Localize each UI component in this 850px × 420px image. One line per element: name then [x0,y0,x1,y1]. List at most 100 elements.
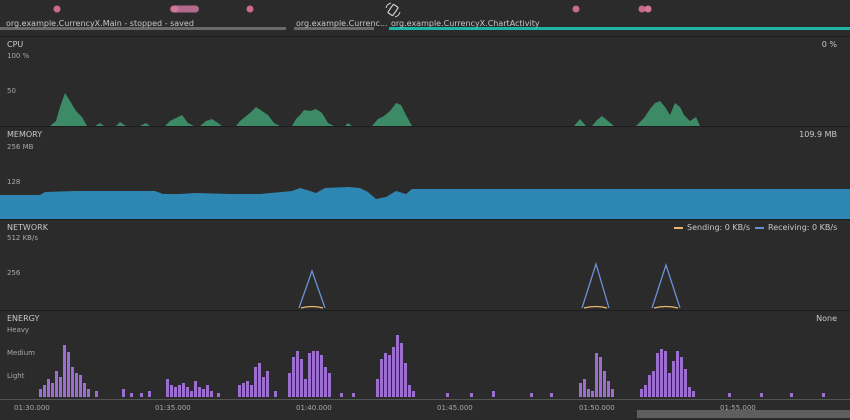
energy-tick-heavy: Heavy [7,326,30,334]
energy-bar [254,367,257,397]
energy-bar [190,391,193,397]
energy-bar [492,391,495,397]
memory-title: MEMORY [7,130,43,139]
cpu-tick-max: 100 % [7,52,30,60]
rotate-screen-icon [385,2,401,18]
energy-bar [392,347,395,397]
energy-bar [122,389,125,397]
energy-bar [206,385,209,397]
energy-bar [95,391,98,397]
activity-label[interactable]: org.example.Currenc... [296,19,388,28]
events-lane: org.example.CurrencyX.Main - stopped - s… [0,0,850,36]
event-marker [572,5,580,13]
cpu-area [0,93,850,126]
energy-bar [676,351,679,397]
event-marker [644,5,652,13]
energy-bar [408,385,411,397]
memory-lane[interactable]: MEMORY 109.9 MB 256 MB 128 [0,127,850,219]
energy-bar [83,383,86,397]
energy-chart [39,335,825,397]
energy-current-value: None [816,314,837,323]
time-label: 01:45.000 [437,404,473,412]
energy-bar [384,353,387,397]
energy-bar [258,363,261,397]
energy-bar [550,393,553,397]
energy-bar [404,363,407,397]
cpu-lane[interactable]: CPU 0 % 100 % 50 [0,37,850,126]
energy-bar [242,383,245,397]
energy-bar [530,393,533,397]
energy-bar [644,385,647,397]
network-tick-max: 512 KB/s [7,234,38,242]
energy-bar [210,391,213,397]
receiving-line [298,269,326,309]
timeline-scrollbar[interactable] [637,410,850,418]
energy-bar [790,393,793,397]
cpu-chart [0,93,850,126]
event-marker [246,5,254,13]
energy-bar [591,391,594,397]
energy-bar [684,369,687,397]
time-label: 01:50.000 [579,404,615,412]
energy-bar [324,367,327,397]
energy-tick-light: Light [7,372,25,380]
activity-bar [294,27,374,30]
energy-title: ENERGY [7,314,40,323]
energy-bar [182,383,185,397]
event-marker [171,5,179,13]
energy-bar [59,377,62,397]
energy-bar [446,393,449,397]
energy-bar [316,351,319,397]
energy-bar [728,393,731,397]
energy-bar [51,383,54,397]
energy-bar [320,355,323,397]
energy-bar [292,357,295,397]
energy-bar [130,393,133,397]
energy-bar [692,391,695,397]
energy-bar [217,393,220,397]
energy-bar [664,351,667,397]
network-lane[interactable]: NETWORK Sending: 0 KB/s Receiving: 0 KB/… [0,220,850,310]
time-label: 01:40.000 [296,404,332,412]
energy-bar [140,393,143,397]
energy-bar [376,379,379,397]
energy-lane[interactable]: ENERGY None Heavy Medium Light [0,311,850,399]
energy-bar [579,383,582,397]
energy-tick-medium: Medium [7,349,35,357]
energy-bar [648,375,651,397]
energy-bar [250,385,253,397]
network-tick-mid: 256 [7,269,21,277]
energy-bar [595,353,598,397]
timeline-axis[interactable]: 01:30.000 01:35.000 01:40.000 01:45.000 … [0,399,850,420]
activity-label[interactable]: org.example.CurrencyX.ChartActivity [391,19,540,28]
energy-bar [660,349,663,397]
energy-bar [148,391,151,397]
energy-bar [396,335,399,397]
energy-bar [688,387,691,397]
sending-line [300,305,324,309]
energy-bar [296,351,299,397]
energy-bar [266,371,269,397]
energy-bar [583,379,586,397]
time-label: 01:30.000 [14,404,50,412]
receiving-line [581,261,610,309]
cpu-tick-mid: 50 [7,87,16,95]
energy-bar [388,355,391,397]
energy-bar [178,385,181,397]
energy-bar [380,359,383,397]
energy-bar [672,361,675,397]
receiving-line [651,262,681,309]
activity-label[interactable]: org.example.CurrencyX.Main - stopped - s… [6,19,194,28]
energy-bar [640,389,643,397]
activity-bar [389,27,850,30]
memory-tick-max: 256 MB [7,143,34,151]
time-label: 01:35.000 [155,404,191,412]
energy-bar [71,367,74,397]
events-svg [0,2,850,30]
energy-bar [79,375,82,397]
energy-bar [656,353,659,397]
legend-sending: Sending: 0 KB/s [674,223,750,232]
energy-bar [300,359,303,397]
energy-bar [822,393,825,397]
network-chart [298,261,681,309]
